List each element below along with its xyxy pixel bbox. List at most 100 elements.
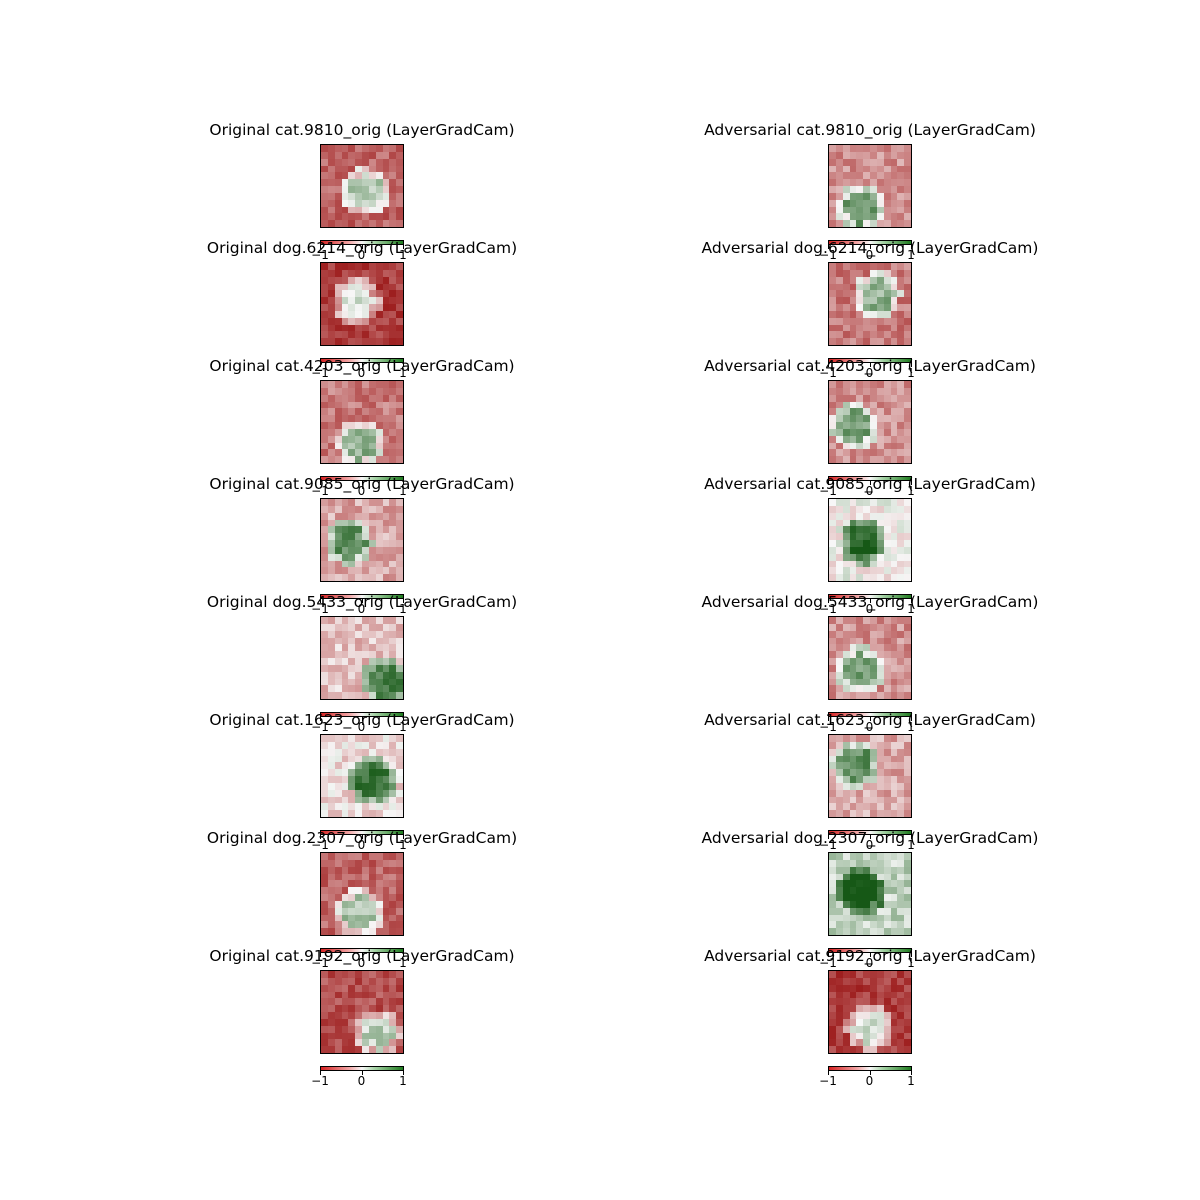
heatmap-cell xyxy=(856,991,864,999)
heatmap-cell xyxy=(389,796,397,804)
heatmap-cell xyxy=(368,769,376,776)
heatmap-cell xyxy=(389,220,397,227)
heatmap-cell xyxy=(389,213,397,221)
heatmap-panel xyxy=(320,380,404,464)
heatmap-cell xyxy=(904,387,911,395)
heatmap-cell xyxy=(849,630,857,638)
heatmap-cell xyxy=(863,692,870,699)
heatmap-cell xyxy=(362,499,369,506)
heatmap-cell xyxy=(842,1025,850,1033)
heatmap-cell xyxy=(904,338,911,345)
heatmap-cell xyxy=(849,533,857,540)
heatmap-cell xyxy=(375,269,383,277)
colorbar-tick xyxy=(911,1071,912,1075)
heatmap-cell xyxy=(904,172,911,180)
heatmap-cell xyxy=(327,678,335,686)
heatmap-cell xyxy=(863,1012,870,1019)
heatmap-cell xyxy=(334,192,342,200)
heatmap-cell xyxy=(890,387,898,395)
heatmap-cell xyxy=(876,269,884,277)
heatmap-cell xyxy=(341,435,349,443)
heatmap-cell xyxy=(341,853,349,860)
heatmap-cell xyxy=(362,574,369,581)
heatmap-cell xyxy=(327,630,335,638)
heatmap-cell xyxy=(849,907,857,915)
heatmap-cell xyxy=(897,928,905,935)
heatmap-cell xyxy=(856,338,864,345)
heatmap-cell xyxy=(348,553,356,561)
heatmap-cell xyxy=(883,769,891,776)
heatmap-cell xyxy=(348,158,356,166)
heatmap-cell xyxy=(829,1039,836,1047)
heatmap-cell xyxy=(375,894,383,901)
heatmap-cell xyxy=(368,907,376,915)
heatmap-cell xyxy=(348,762,356,770)
heatmap-cell xyxy=(856,512,864,520)
heatmap-cell xyxy=(842,401,850,409)
heatmap-cell xyxy=(355,853,362,860)
heatmap-cell xyxy=(389,304,397,311)
heatmap-cell xyxy=(368,560,376,568)
panel-title: Original cat.9810_orig (LayerGradCam) xyxy=(209,121,515,139)
heatmap-cell xyxy=(362,442,369,450)
heatmap-cell xyxy=(389,671,397,679)
heatmap-cell xyxy=(362,692,369,699)
heatmap-cell xyxy=(368,290,376,298)
heatmap-cell xyxy=(375,192,383,200)
heatmap-cell xyxy=(355,671,362,679)
heatmap-cell xyxy=(362,324,369,332)
heatmap-cell xyxy=(829,977,836,985)
heatmap-panel xyxy=(828,734,912,818)
heatmap-cell xyxy=(355,567,362,575)
heatmap-cell xyxy=(835,637,843,645)
heatmap-cell xyxy=(829,505,836,513)
heatmap-cell xyxy=(355,1018,362,1026)
heatmap-cell xyxy=(368,859,376,867)
heatmap-cell xyxy=(863,408,870,416)
heatmap-cell xyxy=(368,914,376,922)
heatmap-cell xyxy=(355,651,362,658)
heatmap-cell xyxy=(870,317,877,325)
heatmap-cell xyxy=(334,1025,342,1033)
colorbar-tick-label: 0 xyxy=(357,366,366,380)
heatmap-cell xyxy=(904,401,911,409)
heatmap-cell xyxy=(389,199,397,207)
panel-title: Adversarial cat.1623_orig (LayerGradCam) xyxy=(704,711,1036,729)
heatmap-cell xyxy=(362,283,369,291)
heatmap-cell xyxy=(382,921,390,929)
heatmap-cell xyxy=(835,186,843,193)
heatmap-cell xyxy=(368,664,376,672)
heatmap-cell xyxy=(389,1018,397,1026)
colorbar-tick xyxy=(403,953,404,957)
heatmap-cell xyxy=(341,1018,349,1026)
panel-title: Adversarial cat.4203_orig (LayerGradCam) xyxy=(704,357,1036,375)
heatmap-cell xyxy=(341,158,349,166)
heatmap-cell xyxy=(334,394,342,402)
heatmap-cell xyxy=(389,338,397,345)
heatmap-cell xyxy=(382,338,390,345)
heatmap-cell xyxy=(856,213,864,221)
colorbar-tick-label: −1 xyxy=(819,1074,837,1088)
heatmap-cell xyxy=(389,415,397,422)
heatmap-cell xyxy=(842,859,850,867)
heatmap-cell xyxy=(348,449,356,457)
heatmap-cell xyxy=(368,894,376,901)
heatmap-cell xyxy=(355,1025,362,1033)
heatmap-cell xyxy=(856,428,864,436)
heatmap-cell xyxy=(334,651,342,658)
heatmap-cell xyxy=(362,165,369,173)
heatmap-cell xyxy=(883,276,891,284)
heatmap-cell xyxy=(321,928,328,935)
heatmap-cell xyxy=(904,1032,911,1040)
heatmap-cell xyxy=(897,220,905,227)
heatmap-cell xyxy=(389,533,397,540)
heatmap-cell xyxy=(355,540,362,547)
heatmap-cell xyxy=(876,887,884,894)
heatmap-panel xyxy=(828,616,912,700)
heatmap-cell xyxy=(355,977,362,985)
heatmap-cell xyxy=(389,394,397,402)
heatmap-cell xyxy=(863,921,870,929)
heatmap-cell xyxy=(890,186,898,193)
heatmap-cell xyxy=(341,324,349,332)
heatmap-cell xyxy=(362,553,369,561)
